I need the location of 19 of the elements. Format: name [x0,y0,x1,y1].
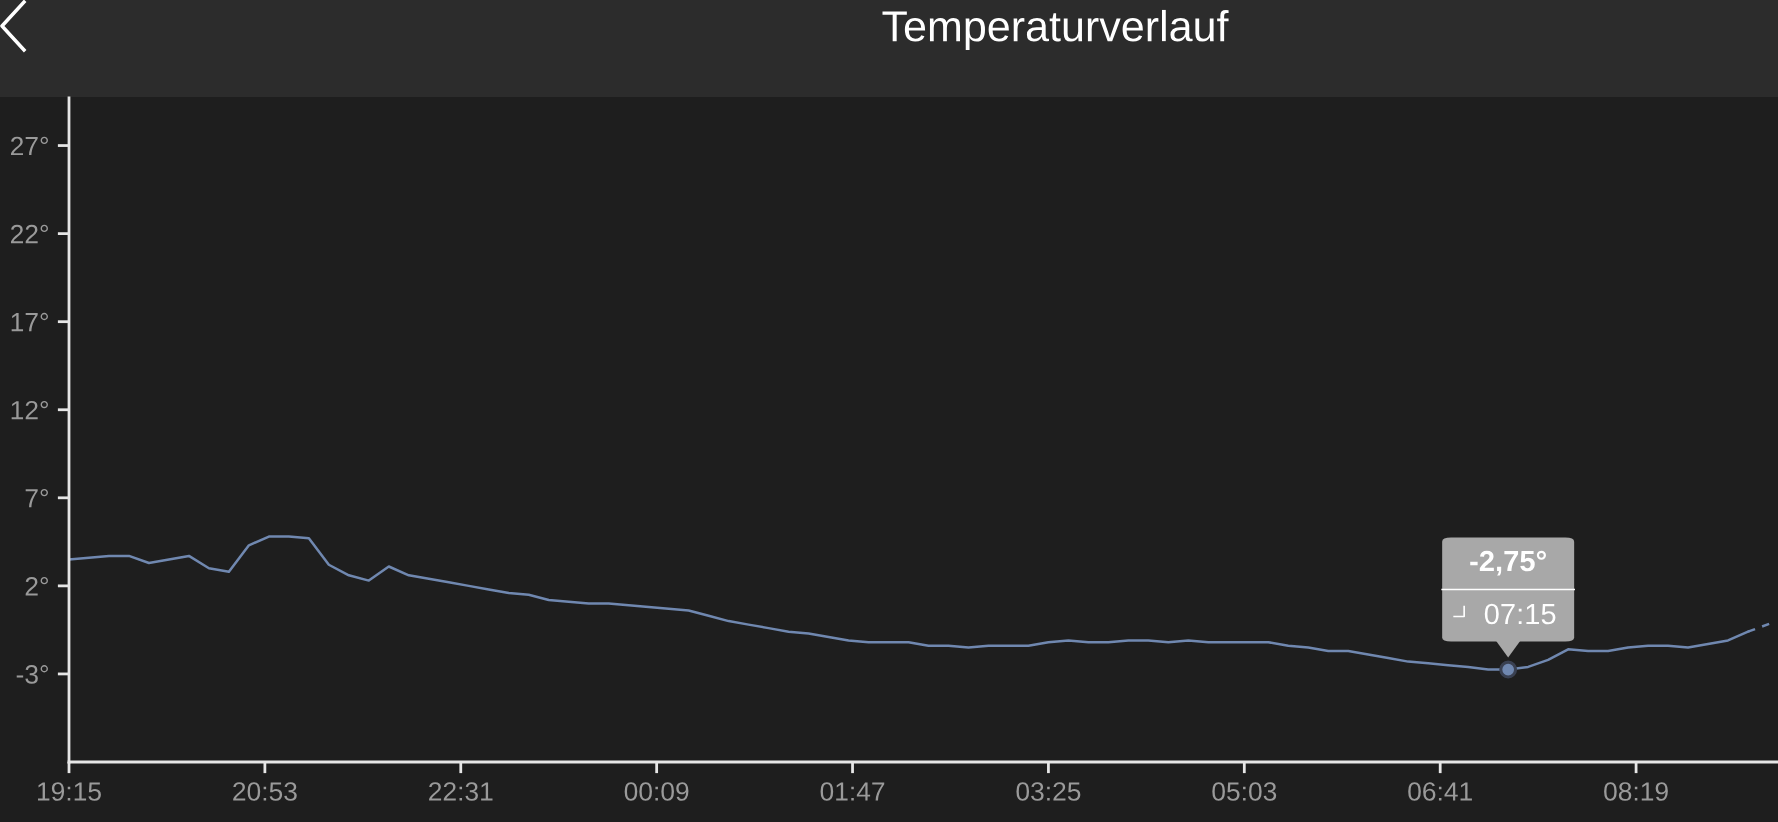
y-tick-label: -3° [16,665,48,684]
x-tick-label: 01:47 [820,782,885,801]
y-tick-label: 7° [25,488,48,508]
y-tick-label: 17° [11,312,48,332]
y-tick-label: 2° [25,577,48,596]
annotation: 07:15 [1484,603,1556,625]
chart-title: Temperaturverlauf [882,9,1229,51]
x-tick-label: 19:15 [38,782,101,801]
y-tick-label: 12° [11,400,48,420]
y-tick-label: 22° [10,224,48,244]
annotation: -2,75° [1470,550,1546,576]
x-tick-label: 08:19 [1604,782,1668,801]
y-tick-label: 27° [10,136,48,156]
x-tick-label: 03:25 [1016,782,1081,801]
x-tick-label: 06:41 [1408,782,1472,801]
x-tick-label: 22:31 [429,782,493,801]
x-tick-label: 00:09 [624,782,689,801]
x-tick-label: 20:53 [233,782,297,801]
x-tick-label: 05:03 [1212,782,1277,801]
